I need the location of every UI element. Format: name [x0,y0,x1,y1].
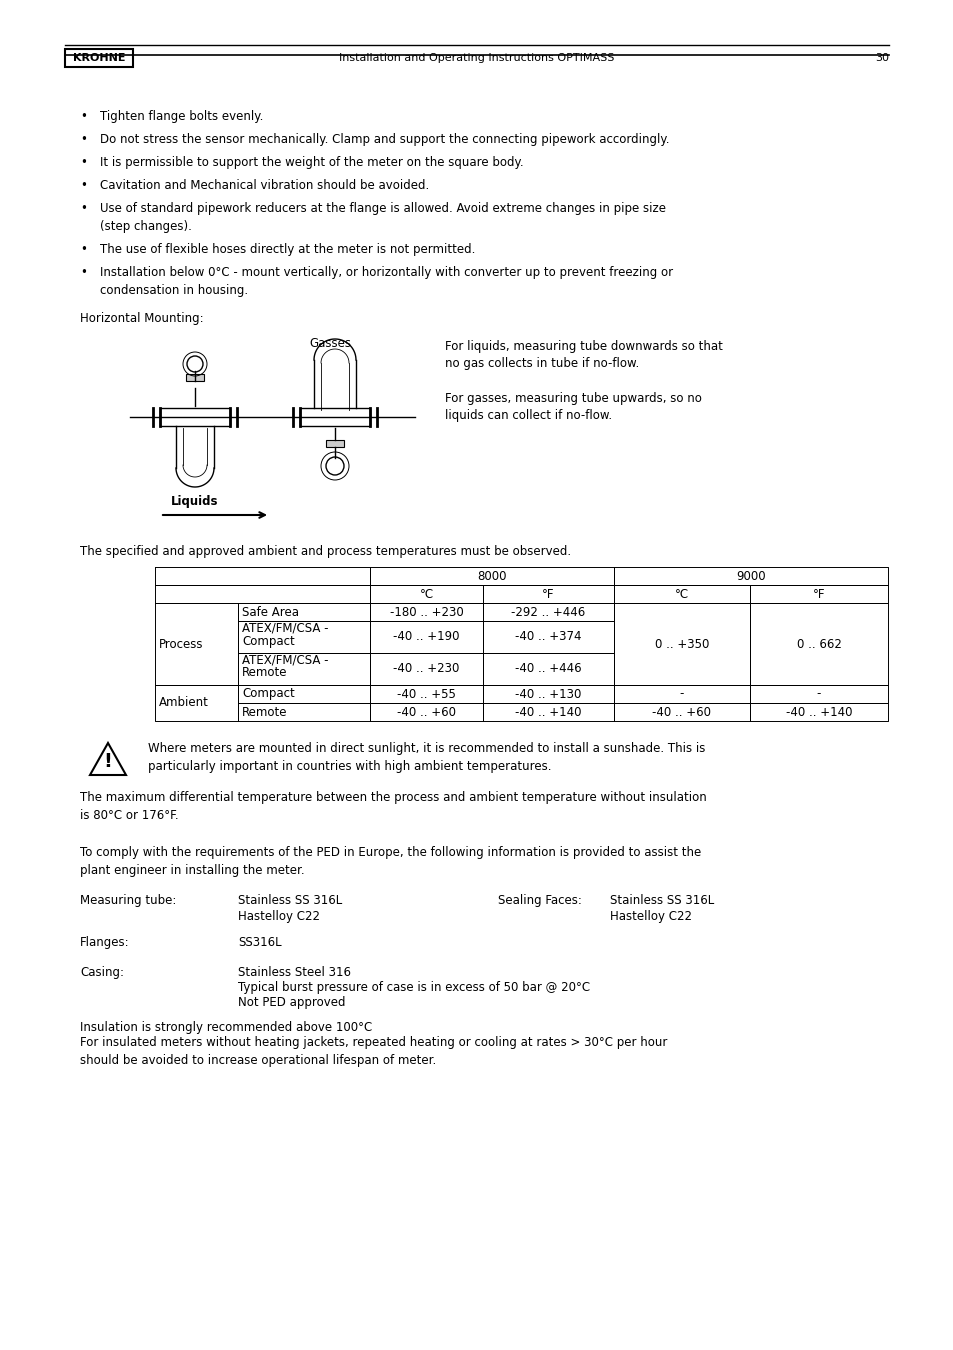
Text: Hastelloy C22: Hastelloy C22 [609,910,691,923]
Text: Do not stress the sensor mechanically. Clamp and support the connecting pipework: Do not stress the sensor mechanically. C… [100,134,669,146]
Text: ATEX/FM/CSA -: ATEX/FM/CSA - [242,621,328,634]
Text: SS316L: SS316L [237,936,281,949]
Text: 9000: 9000 [736,570,765,582]
Text: Stainless Steel 316: Stainless Steel 316 [237,967,351,979]
Bar [160,408,230,427]
Text: The specified and approved ambient and process temperatures must be observed.: The specified and approved ambient and p… [80,545,571,558]
Text: Casing:: Casing: [80,967,124,979]
Text: Stainless SS 316L: Stainless SS 316L [237,894,342,907]
Text: Not PED approved: Not PED approved [237,996,345,1008]
Text: Installation below 0°C - mount vertically, or horizontally with converter up to : Installation below 0°C - mount verticall… [100,266,673,279]
Text: For gasses, measuring tube upwards, so no
liquids can collect if no-flow.: For gasses, measuring tube upwards, so n… [444,392,701,423]
Text: Sealing Faces:: Sealing Faces: [497,894,581,907]
Text: Insulation is strongly recommended above 100°C: Insulation is strongly recommended above… [80,1021,372,1034]
Text: -180 .. +230: -180 .. +230 [389,606,463,618]
Text: Remote: Remote [242,706,287,718]
Text: Safe Area: Safe Area [242,606,298,618]
Text: ATEX/FM/CSA -: ATEX/FM/CSA - [242,653,328,667]
Text: •: • [80,157,87,169]
Text: Ambient: Ambient [159,697,209,710]
Bar [326,440,344,447]
Text: Cavitation and Mechanical vibration should be avoided.: Cavitation and Mechanical vibration shou… [100,180,429,192]
Text: •: • [80,243,87,256]
Text: -40 .. +130: -40 .. +130 [515,687,581,701]
Text: condensation in housing.: condensation in housing. [100,284,248,297]
Text: -40 .. +230: -40 .. +230 [393,663,459,675]
Text: 30: 30 [874,53,888,63]
Text: KROHNE: KROHNE [72,53,125,63]
Text: Hastelloy C22: Hastelloy C22 [237,910,319,923]
Text: Compact: Compact [242,634,294,648]
Text: Installation and Operating Instructions OPTIMASS: Installation and Operating Instructions … [339,53,614,63]
Text: -40 .. +140: -40 .. +140 [785,706,851,718]
Text: (step changes).: (step changes). [100,220,192,234]
Text: Typical burst pressure of case is in excess of 50 bar @ 20°C: Typical burst pressure of case is in exc… [237,981,590,994]
Text: 8000: 8000 [476,570,506,582]
Text: •: • [80,180,87,192]
Text: Compact: Compact [242,687,294,701]
Bar [186,374,204,381]
Text: Measuring tube:: Measuring tube: [80,894,176,907]
Text: The use of flexible hoses directly at the meter is not permitted.: The use of flexible hoses directly at th… [100,243,475,256]
Text: •: • [80,266,87,279]
Text: °F: °F [541,587,554,601]
Text: •: • [80,202,87,215]
Text: Use of standard pipework reducers at the flange is allowed. Avoid extreme change: Use of standard pipework reducers at the… [100,202,665,215]
FancyBboxPatch shape [65,49,132,68]
Text: Tighten flange bolts evenly.: Tighten flange bolts evenly. [100,109,263,123]
Text: -292 .. +446: -292 .. +446 [511,606,585,618]
Text: -40 .. +190: -40 .. +190 [393,630,459,644]
Text: Where meters are mounted in direct sunlight, it is recommended to install a suns: Where meters are mounted in direct sunli… [148,743,704,774]
Text: It is permissible to support the weight of the meter on the square body.: It is permissible to support the weight … [100,157,523,169]
Text: -40 .. +140: -40 .. +140 [515,706,581,718]
Text: •: • [80,134,87,146]
Text: Flanges:: Flanges: [80,936,130,949]
Text: -40 .. +60: -40 .. +60 [652,706,711,718]
Text: 0 .. 662: 0 .. 662 [796,637,841,651]
Text: Stainless SS 316L: Stainless SS 316L [609,894,714,907]
Text: 0 .. +350: 0 .. +350 [654,637,708,651]
Text: -40 .. +446: -40 .. +446 [515,663,581,675]
Text: Process: Process [159,637,203,651]
Bar [299,408,370,427]
Text: For insulated meters without heating jackets, repeated heating or cooling at rat: For insulated meters without heating jac… [80,1035,667,1066]
Text: Remote: Remote [242,667,287,679]
Text: -: - [816,687,821,701]
Text: To comply with the requirements of the PED in Europe, the following information : To comply with the requirements of the P… [80,846,700,878]
Text: °C: °C [674,587,688,601]
Text: -: - [679,687,683,701]
Text: °F: °F [812,587,824,601]
Text: -40 .. +55: -40 .. +55 [396,687,456,701]
Text: Horizontal Mounting:: Horizontal Mounting: [80,312,203,325]
Text: •: • [80,109,87,123]
Text: Liquids: Liquids [172,495,218,508]
Text: -40 .. +60: -40 .. +60 [396,706,456,718]
Text: The maximum differential temperature between the process and ambient temperature: The maximum differential temperature bet… [80,791,706,822]
Text: -40 .. +374: -40 .. +374 [515,630,581,644]
Text: For liquids, measuring tube downwards so that
no gas collects in tube if no-flow: For liquids, measuring tube downwards so… [444,340,722,370]
Text: !: ! [104,752,112,771]
Text: Gasses: Gasses [309,338,351,350]
Text: °C: °C [419,587,433,601]
